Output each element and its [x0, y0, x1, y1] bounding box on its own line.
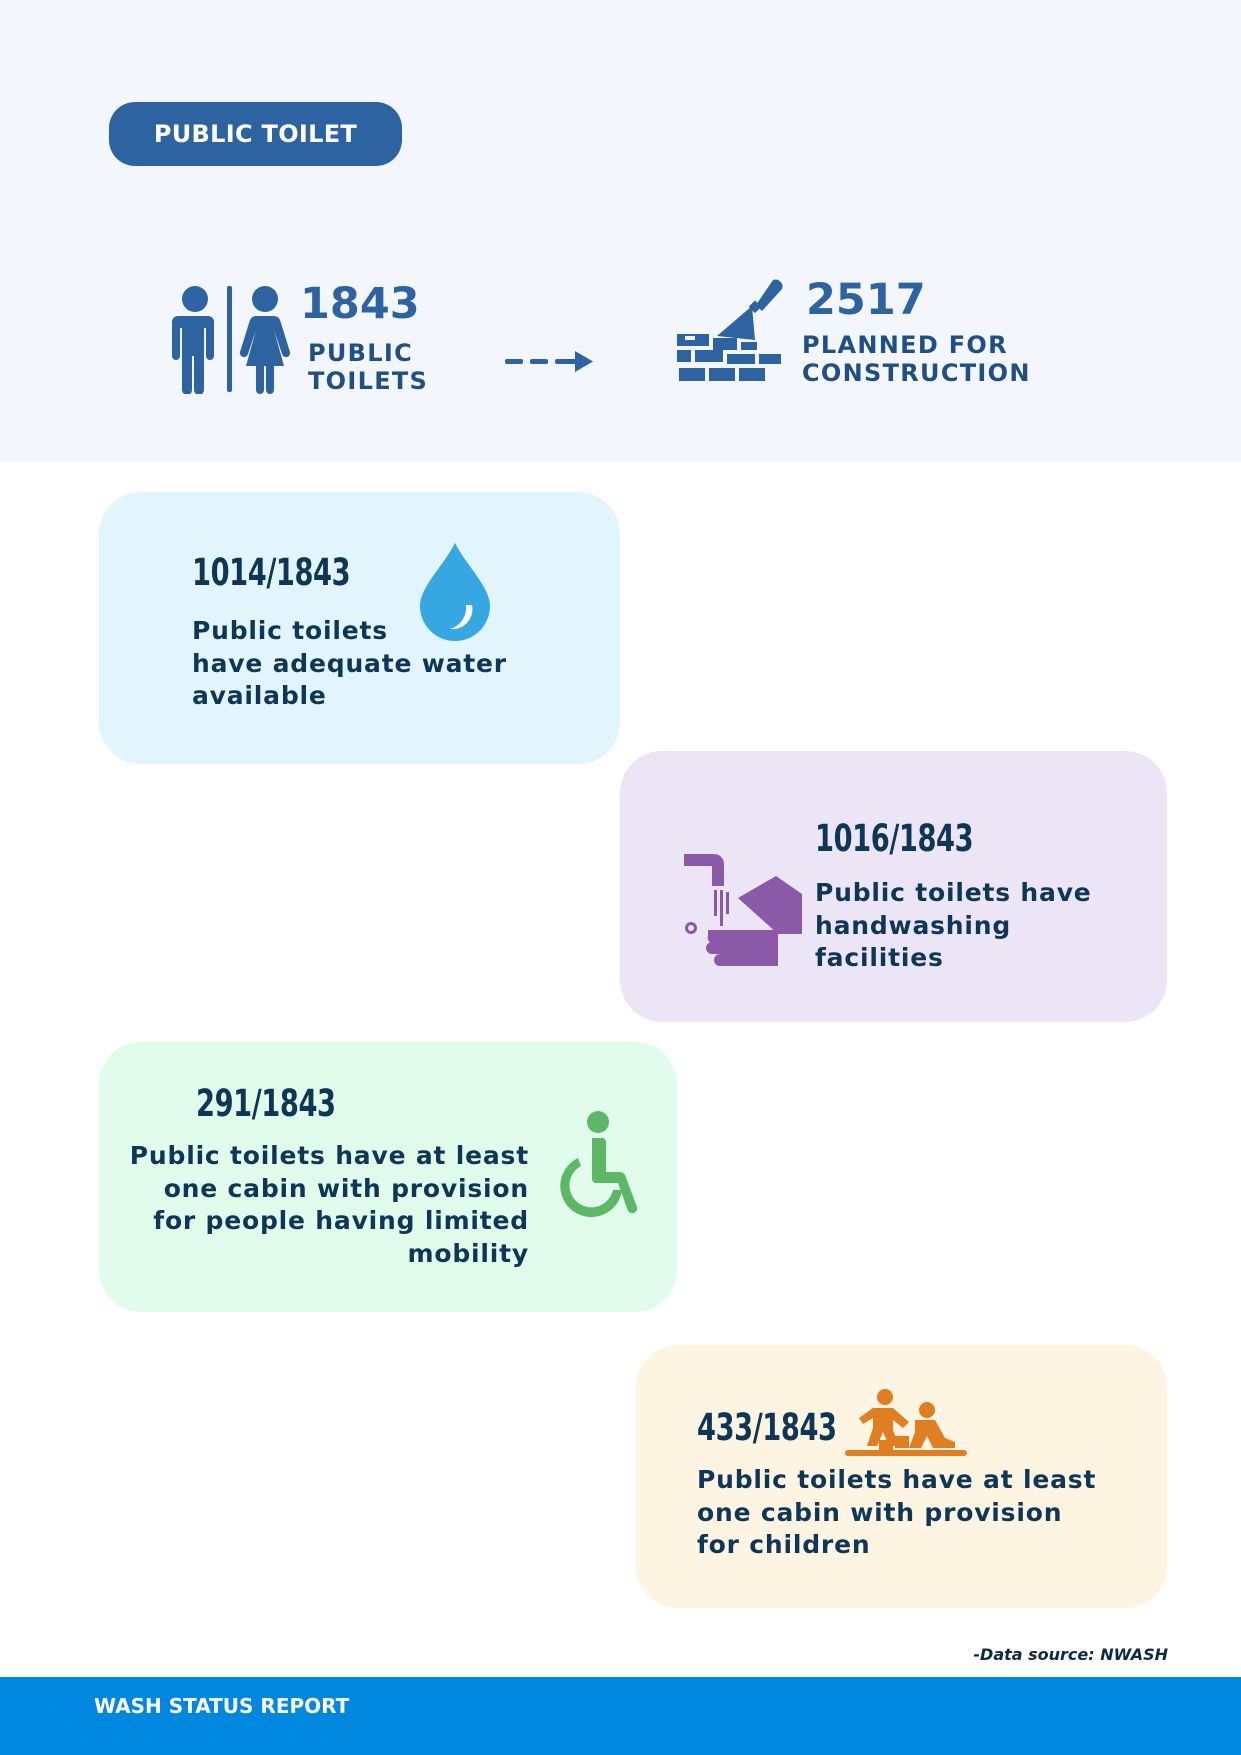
planned-construction-label-line1: PLANNED FOR: [802, 331, 1008, 359]
water-availability-line3: available: [192, 681, 327, 710]
public-toilets-label-line2: TOILETS: [308, 367, 429, 395]
mobility-access-card: [99, 1042, 677, 1312]
data-source-note: -Data source: NWASH: [973, 1645, 1168, 1664]
planned-construction-count: 2517: [806, 275, 926, 325]
children-provision-fraction: 433/1843: [697, 1406, 837, 1449]
public-toilets-label: PUBLIC TOILETS: [308, 339, 428, 395]
children-provision-line1: Public toilets have at least: [697, 1465, 1097, 1494]
planned-construction-label-line2: CONSTRUCTION: [802, 359, 1031, 387]
footer-bar: WASH STATUS REPORT: [0, 1677, 1241, 1755]
dashed-arrow-icon: [505, 351, 593, 372]
mobility-access-line3: for people having limited: [153, 1206, 529, 1235]
page-title: PUBLIC TOILET: [109, 102, 402, 166]
water-availability-card: [99, 492, 620, 764]
handwashing-line2: handwashing: [815, 910, 1012, 940]
water-availability-line2: have adequate water: [192, 648, 507, 678]
children-playing-icon: [845, 1389, 967, 1456]
footer-title: WASH STATUS REPORT: [94, 1694, 350, 1718]
handwashing-fraction: 1016/1843: [815, 817, 974, 860]
children-provision-card: [636, 1345, 1167, 1608]
handwashing-description: Public toilets have handwashing faciliti…: [815, 877, 1092, 975]
toilet-people-icon: [172, 286, 291, 394]
mobility-access-line1: Public toilets have at least: [129, 1141, 529, 1170]
mobility-access-fraction: 291/1843: [196, 1082, 336, 1125]
brick-trowel-icon: [677, 279, 783, 381]
header-band: [0, 0, 1241, 462]
planned-construction-label: PLANNED FOR CONSTRUCTION: [802, 331, 1031, 387]
children-provision-description: Public toilets have at least one cabin w…: [697, 1464, 1096, 1562]
water-drop-icon: [420, 543, 490, 641]
handwashing-card: [620, 751, 1167, 1022]
water-availability-fraction: 1014/1843: [192, 551, 351, 594]
mobility-access-line4: mobility: [407, 1238, 529, 1268]
mobility-access-line2: one cabin with provision: [163, 1173, 529, 1203]
children-provision-line2: one cabin with provision: [697, 1497, 1063, 1527]
water-availability-description: Public toilets have adequate water avail…: [192, 615, 507, 713]
handwashing-line3: facilities: [815, 943, 944, 972]
children-provision-line3: for children: [697, 1530, 871, 1559]
water-availability-line1: Public toilets: [192, 616, 388, 645]
wheelchair-icon: [560, 1111, 638, 1218]
handwashing-icon: [684, 854, 802, 966]
public-toilets-count: 1843: [300, 279, 420, 329]
handwashing-line1: Public toilets have: [815, 878, 1092, 907]
public-toilets-label-line1: PUBLIC: [308, 339, 414, 367]
mobility-access-description: Public toilets have at least one cabin w…: [109, 1140, 529, 1270]
